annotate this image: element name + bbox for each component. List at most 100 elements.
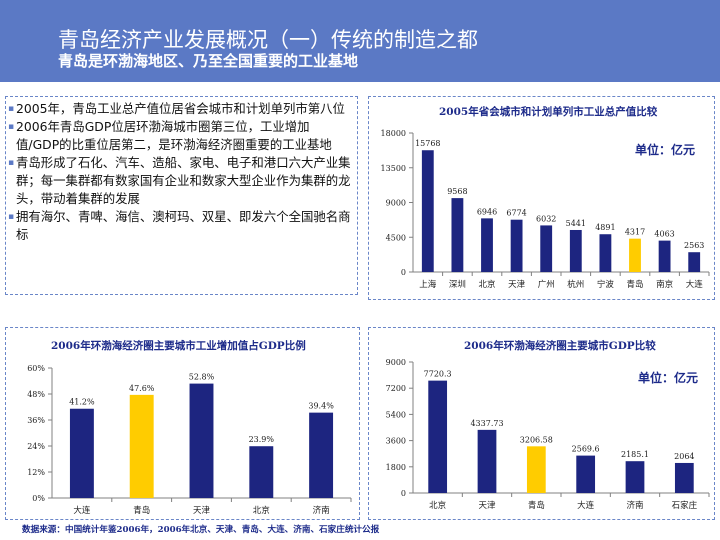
y-tick-label: 0%: [32, 494, 45, 503]
industry-share-chart: 0% 12% 24% 36% 48% 60% 41.2% 大连 47.6% 青岛 52.8% 天津 23…: [27, 364, 352, 516]
bar-深圳: [451, 198, 464, 272]
bar-青岛: [129, 394, 154, 498]
bar-济南: [625, 461, 645, 493]
x-tick-label: 青岛: [133, 505, 150, 516]
y-tick-label: 0: [401, 489, 406, 498]
bullet-marker-icon: ▪: [8, 158, 15, 168]
data-label: 2064: [674, 452, 694, 461]
data-label: 15768: [415, 139, 440, 148]
data-label: 4891: [595, 223, 615, 232]
unit-label: 单位：亿元: [635, 143, 696, 157]
chart-panel-industry-share: 2006年环渤海经济圈主要城市工业增加值占GDP比例 0% 12% 24% 36% 48…: [5, 327, 360, 520]
data-label: 39.4%: [308, 402, 334, 411]
y-tick-label: 13500: [381, 164, 406, 173]
chart-title: 2006年环渤海经济圈主要城市GDP比较: [464, 340, 656, 352]
bullet-marker-icon: ▪: [8, 104, 15, 114]
x-tick-label: 杭州: [567, 279, 584, 290]
y-tick-label: 9000: [386, 358, 406, 367]
x-tick-label: 石家庄: [672, 500, 698, 511]
data-label: 2185.1: [621, 450, 649, 459]
data-label: 4063: [654, 230, 674, 239]
data-label: 6946: [477, 207, 497, 216]
bar-天津: [189, 383, 214, 498]
x-tick-label: 大连: [577, 500, 595, 511]
bar-青岛: [526, 446, 546, 493]
y-tick-label: 7200: [386, 384, 406, 393]
bar-北京: [481, 218, 493, 272]
slide-subtitle: 青岛是环渤海地区、乃至全国重要的工业基地: [58, 52, 359, 70]
data-label: 6032: [536, 214, 556, 223]
x-tick-label: 天津: [193, 505, 211, 516]
unit-label: 单位：亿元: [638, 371, 699, 385]
bullet-item: ▪ 2005年，青岛工业总产值位居省会城市和计划单列市第八位: [8, 100, 351, 118]
bullet-marker-icon: ▪: [8, 122, 15, 132]
bar-上海: [421, 150, 434, 272]
bar-大连: [688, 252, 701, 272]
bar-石家庄: [674, 462, 694, 493]
chart-panel-gdp: 2006年环渤海经济圈主要城市GDP比较 单位：亿元 0 1800 3600 5400…: [368, 327, 715, 520]
data-label: 5441: [566, 219, 586, 228]
chart-panel-industrial-output: 2005年省会城市和计划单列市工业总产值比较 单位：亿元 0 4500 9000 13…: [368, 96, 715, 300]
bar-北京: [428, 380, 448, 493]
x-tick-label: 上海: [419, 279, 437, 290]
bar-南京: [658, 240, 671, 272]
x-tick-label: 济南: [626, 500, 643, 511]
data-label: 2569.6: [572, 445, 600, 454]
x-tick-label: 青岛: [626, 279, 643, 290]
data-label: 4317: [625, 228, 645, 237]
data-label: 7720.3: [424, 370, 452, 379]
bar-济南: [309, 412, 334, 498]
bar-大连: [576, 455, 596, 493]
data-label: 47.6%: [129, 384, 155, 393]
x-tick-label: 南京: [656, 279, 673, 290]
x-tick-label: 广州: [538, 279, 555, 290]
x-tick-label: 大连: [686, 279, 704, 290]
bullet-text: 2006年青岛GDP位居环渤海城市圈第三位，工业增加值/GDP的比重位居第二，是…: [16, 119, 332, 152]
data-label: 6774: [506, 209, 526, 218]
bar-杭州: [569, 229, 582, 272]
industrial-output-chart: 0 4500 9000 13500 18000 15768 上海 9568 深圳 6946 北京 67…: [381, 129, 710, 290]
bullet-text: 拥有海尔、青啤、海信、澳柯玛、双星、即发六个全国驰名商标: [16, 209, 351, 242]
x-tick-label: 大连: [73, 505, 91, 516]
data-label: 41.2%: [69, 398, 95, 407]
data-label: 52.8%: [189, 373, 215, 382]
x-tick-label: 北京: [253, 505, 270, 516]
y-tick-label: 36%: [27, 416, 45, 425]
bullet-marker-icon: ▪: [8, 212, 15, 222]
data-label: 4337.73: [470, 419, 503, 428]
bar-天津: [510, 219, 523, 272]
y-tick-label: 3600: [386, 437, 406, 446]
bar-大连: [69, 408, 94, 498]
data-label: 3206.58: [520, 435, 553, 444]
bullet-item: ▪ 2006年青岛GDP位居环渤海城市圈第三位，工业增加值/GDP的比重位居第二，…: [8, 118, 351, 154]
y-tick-label: 0: [401, 268, 406, 277]
x-tick-label: 深圳: [449, 279, 466, 290]
bar-北京: [249, 446, 274, 498]
y-tick-label: 4500: [386, 233, 406, 242]
y-tick-label: 9000: [386, 199, 406, 208]
x-tick-label: 天津: [478, 500, 496, 511]
x-tick-label: 青岛: [528, 500, 545, 511]
slide-title: 青岛经济产业发展概况（一）传统的制造之都: [58, 28, 478, 52]
y-tick-label: 24%: [27, 442, 45, 451]
y-tick-label: 5400: [386, 410, 406, 419]
bar-广州: [540, 225, 553, 272]
bullet-item: ▪ 青岛形成了石化、汽车、造船、家电、电子和港口六大产业集群；每一集群都有数家国有…: [8, 154, 351, 208]
y-tick-label: 48%: [27, 390, 45, 399]
bar-宁波: [599, 234, 612, 272]
y-tick-label: 18000: [381, 129, 406, 138]
data-label: 2563: [684, 241, 704, 250]
data-label: 23.9%: [249, 435, 275, 444]
bullet-text: 青岛形成了石化、汽车、造船、家电、电子和港口六大产业集群；每一集群都有数家国有企…: [16, 155, 351, 206]
gdp-chart: 0 1800 3600 5400 7200 9000 7720.3 北京 4337.73 天津 32…: [386, 358, 710, 511]
bullet-item: ▪ 拥有海尔、青啤、海信、澳柯玛、双星、即发六个全国驰名商标: [8, 208, 351, 244]
slide-header: 青岛经济产业发展概况（一）传统的制造之都 青岛是环渤海地区、乃至全国重要的工业基…: [0, 0, 720, 82]
y-tick-label: 60%: [27, 364, 45, 373]
y-tick-label: 1800: [386, 463, 406, 472]
x-tick-label: 北京: [478, 279, 495, 290]
chart-title: 2005年省会城市和计划单列市工业总产值比较: [439, 106, 658, 118]
x-tick-label: 北京: [429, 500, 446, 511]
bullet-text: 2005年，青岛工业总产值位居省会城市和计划单列市第八位: [16, 101, 345, 116]
bar-天津: [477, 429, 497, 493]
x-tick-label: 济南: [313, 505, 330, 516]
